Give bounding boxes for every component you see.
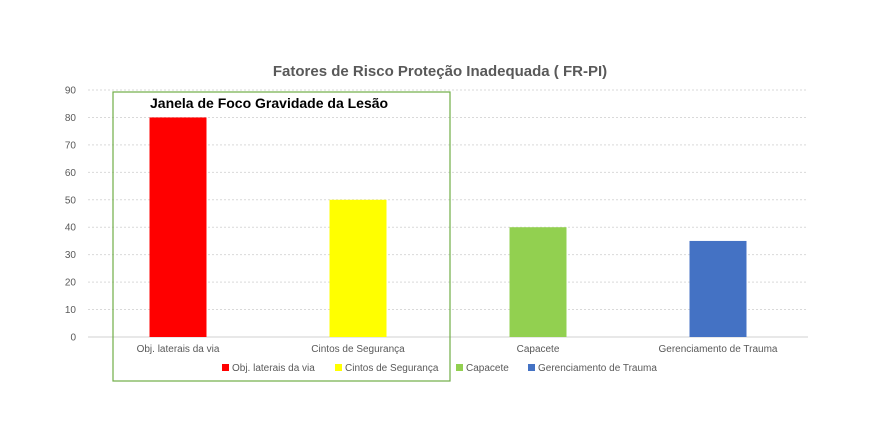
y-axis: 0 10 20 30 40 50 60 70 80 90	[65, 86, 77, 344]
y-tick-label: 40	[65, 223, 77, 234]
y-tick-label: 50	[65, 195, 77, 206]
legend: Obj. laterais da via Cintos de Segurança C…	[222, 363, 657, 374]
legend-label: Capacete	[466, 363, 509, 374]
legend-label: Obj. laterais da via	[232, 363, 315, 374]
y-tick-label: 20	[65, 278, 77, 289]
chart-title: Fatores de Risco Proteção Inadequada ( F…	[273, 63, 607, 80]
bar	[149, 117, 207, 337]
focus-window-label: Janela de Foco Gravidade da Lesão	[150, 95, 388, 111]
bar	[689, 240, 747, 337]
legend-swatch	[528, 364, 535, 371]
y-tick-label: 10	[65, 305, 77, 316]
gridlines	[88, 89, 808, 338]
x-tick-label: Obj. laterais da via	[137, 344, 220, 355]
bar	[329, 199, 387, 337]
y-tick-label: 60	[65, 168, 77, 179]
focus-window-box	[112, 91, 451, 382]
y-tick-label: 90	[65, 86, 77, 97]
bars	[149, 117, 747, 337]
x-tick-label: Cintos de Segurança	[311, 344, 405, 355]
legend-swatch	[335, 364, 342, 371]
y-tick-label: 30	[65, 250, 77, 261]
legend-label: Cintos de Segurança	[345, 363, 439, 374]
y-tick-label: 70	[65, 140, 77, 151]
legend-label: Gerenciamento de Trauma	[538, 363, 657, 374]
x-tick-label: Capacete	[517, 344, 560, 355]
legend-swatch	[222, 364, 229, 371]
y-tick-label: 80	[65, 113, 77, 124]
x-axis: Obj. laterais da via Cintos de Segurança C…	[137, 344, 778, 355]
y-tick-label: 0	[70, 333, 76, 344]
legend-swatch	[456, 364, 463, 371]
bar	[509, 227, 567, 337]
x-tick-label: Gerenciamento de Trauma	[659, 344, 778, 355]
